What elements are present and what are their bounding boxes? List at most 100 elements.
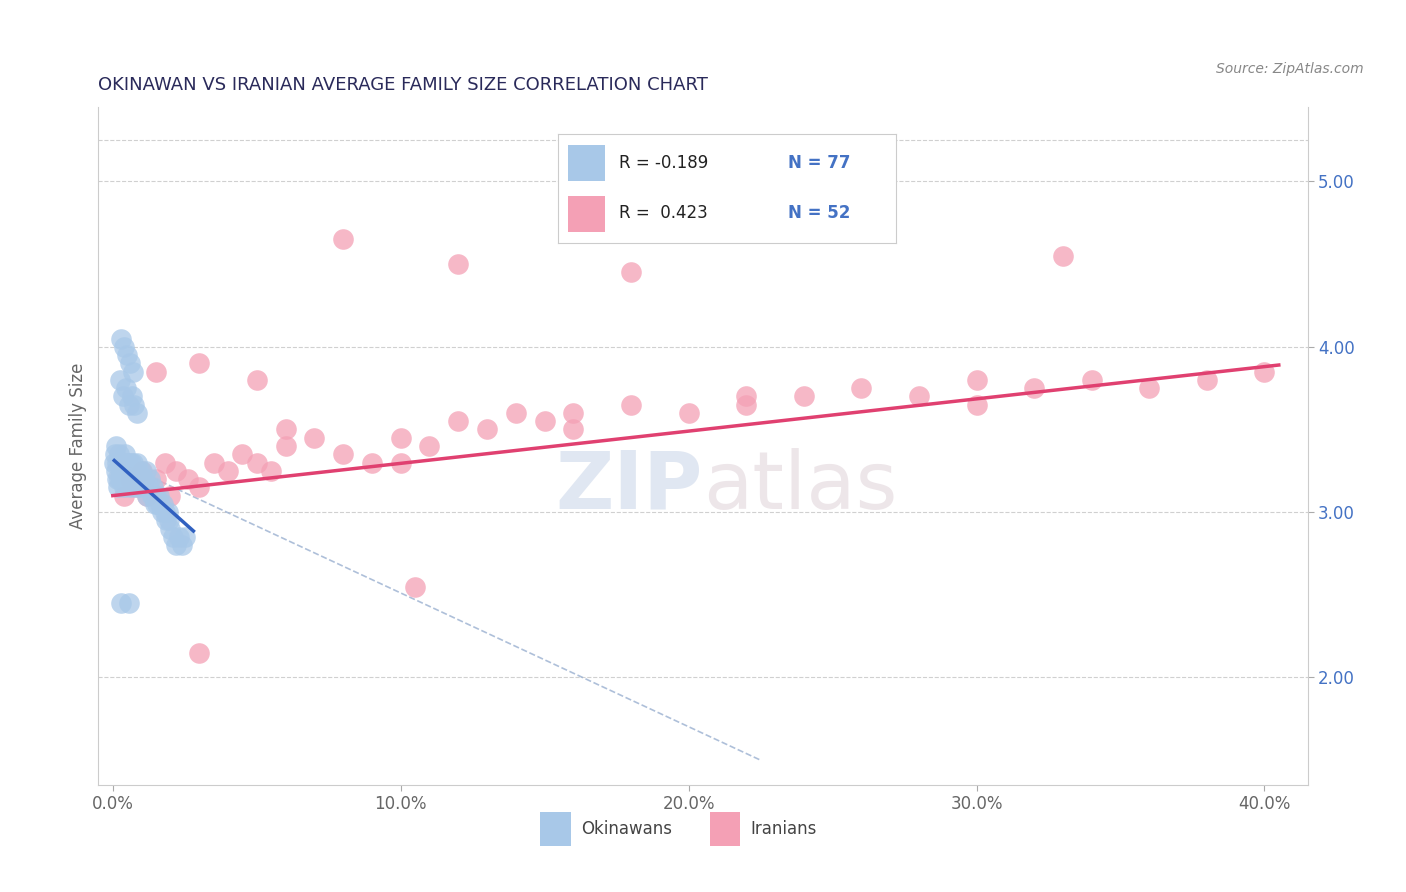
Point — [966, 373, 988, 387]
Point — [142, 480, 165, 494]
Point — [505, 406, 527, 420]
Point — [202, 456, 225, 470]
Point — [149, 497, 172, 511]
Point — [136, 489, 159, 503]
Point — [188, 480, 211, 494]
Point — [157, 513, 180, 527]
Point — [110, 472, 132, 486]
Point — [121, 389, 143, 403]
Point — [125, 464, 148, 478]
Point — [332, 447, 354, 461]
Point — [134, 472, 156, 486]
Point — [115, 464, 138, 478]
Point — [418, 439, 440, 453]
Point — [274, 439, 297, 453]
Point — [139, 472, 162, 486]
Point — [167, 530, 190, 544]
Point — [447, 257, 470, 271]
Point — [851, 381, 873, 395]
Point — [153, 456, 176, 470]
Point — [112, 340, 135, 354]
Point — [127, 464, 149, 478]
Point — [122, 456, 145, 470]
Text: atlas: atlas — [703, 448, 897, 525]
Point — [678, 406, 700, 420]
Point — [104, 439, 127, 453]
Point — [138, 480, 160, 494]
Point — [111, 464, 134, 478]
Point — [136, 489, 159, 503]
Y-axis label: Average Family Size: Average Family Size — [69, 363, 87, 529]
Point — [114, 381, 136, 395]
Text: Source: ZipAtlas.com: Source: ZipAtlas.com — [1216, 62, 1364, 77]
Point — [108, 373, 131, 387]
Point — [105, 456, 128, 470]
Point — [908, 389, 931, 403]
Point — [131, 464, 153, 478]
Point — [162, 530, 184, 544]
Point — [404, 580, 426, 594]
Point — [129, 472, 152, 486]
Point — [176, 472, 198, 486]
Point — [170, 538, 193, 552]
Point — [620, 398, 643, 412]
Point — [821, 224, 844, 238]
Point — [173, 530, 195, 544]
Point — [105, 472, 128, 486]
Point — [125, 472, 148, 486]
Point — [447, 414, 470, 428]
Point — [274, 422, 297, 436]
Point — [110, 332, 132, 346]
Point — [118, 596, 141, 610]
Point — [165, 464, 187, 478]
Point — [145, 472, 167, 486]
Point — [107, 472, 129, 486]
Point — [103, 456, 125, 470]
Point — [146, 497, 169, 511]
Point — [141, 489, 163, 503]
Point — [246, 373, 269, 387]
Point — [124, 472, 146, 486]
Point — [128, 480, 150, 494]
Point — [110, 596, 132, 610]
Point — [562, 406, 585, 420]
Point — [107, 480, 129, 494]
Point — [145, 489, 167, 503]
Point — [115, 348, 138, 362]
Point — [118, 472, 141, 486]
Point — [135, 464, 157, 478]
Point — [620, 265, 643, 279]
Text: ZIP: ZIP — [555, 448, 703, 525]
Point — [145, 365, 167, 379]
Point — [120, 356, 142, 370]
Point — [131, 472, 153, 486]
Point — [153, 505, 176, 519]
Point — [129, 464, 152, 478]
Point — [148, 489, 170, 503]
Point — [108, 447, 131, 461]
Point — [143, 497, 166, 511]
Point — [104, 447, 127, 461]
Point — [231, 447, 253, 461]
Point — [112, 480, 135, 494]
Point — [111, 389, 134, 403]
Point — [118, 464, 141, 478]
Point — [124, 480, 146, 494]
Text: OKINAWAN VS IRANIAN AVERAGE FAMILY SIZE CORRELATION CHART: OKINAWAN VS IRANIAN AVERAGE FAMILY SIZE … — [98, 77, 709, 95]
Point — [735, 389, 758, 403]
Point — [156, 505, 179, 519]
Point — [1022, 381, 1045, 395]
Point — [122, 464, 145, 478]
Point — [389, 431, 412, 445]
Point — [114, 456, 136, 470]
Point — [120, 456, 142, 470]
Point — [389, 456, 412, 470]
Point — [1080, 373, 1102, 387]
Point — [1253, 365, 1275, 379]
Point — [105, 464, 128, 478]
Point — [128, 472, 150, 486]
Point — [120, 480, 142, 494]
Point — [122, 365, 145, 379]
Point — [127, 456, 149, 470]
Point — [115, 472, 138, 486]
